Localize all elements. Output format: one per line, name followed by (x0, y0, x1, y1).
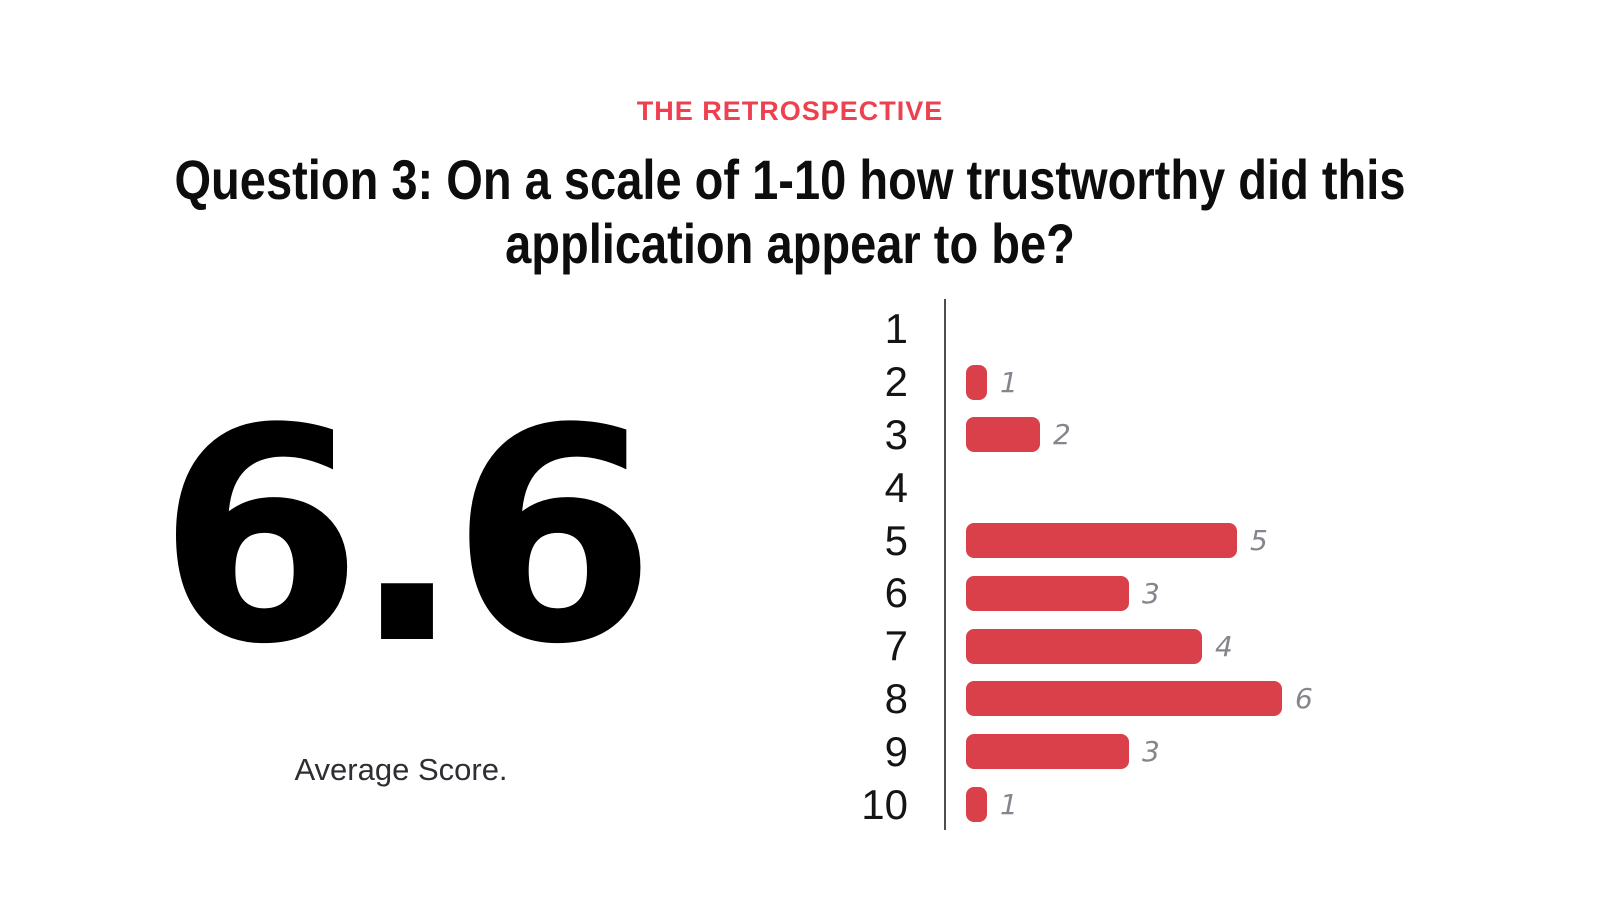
bar-value-label: 1 (1000, 788, 1018, 822)
bar-value-label: 6 (1295, 682, 1313, 716)
bar-value-label: 3 (1142, 735, 1160, 769)
category-label: 5 (884, 516, 908, 564)
bar-value-label: 4 (1215, 629, 1233, 663)
bar (966, 417, 1040, 453)
bar-group: 6 (966, 681, 1313, 717)
bar (966, 681, 1282, 717)
bar-value-label: 2 (1053, 418, 1071, 452)
category-label: 8 (884, 674, 908, 722)
bar-value-label: 5 (1250, 524, 1268, 558)
bar (966, 575, 1129, 611)
category-label: 2 (884, 358, 908, 406)
bar-group: 1 (966, 364, 1018, 400)
bar (966, 787, 987, 823)
category-label: 6 (884, 569, 908, 617)
category-label: 7 (884, 622, 908, 670)
bar (966, 523, 1237, 559)
bar-group: 5 (966, 523, 1268, 559)
category-label: 1 (884, 305, 908, 353)
chart-rows: 1 2 1 3 2 4 5 5 6 3 7 4 8 6 9 3 10 1 (820, 303, 1580, 831)
bar (966, 364, 987, 400)
bar-group: 2 (966, 417, 1071, 453)
bar-value-label: 1 (1000, 365, 1018, 399)
average-score-caption: Average Score. (294, 752, 508, 787)
category-label: 4 (884, 463, 908, 511)
chart-row: 4 (820, 461, 1580, 514)
bar (966, 628, 1202, 664)
chart-axis-line (944, 299, 946, 830)
chart-row: 10 1 (820, 778, 1580, 831)
average-score-value: 6.6 (157, 365, 657, 709)
chart-row: 1 (820, 303, 1580, 356)
bar-group: 3 (966, 575, 1160, 611)
category-label: 9 (884, 727, 908, 775)
bar-group: 4 (966, 628, 1233, 664)
question-title: Question 3: On a scale of 1-10 how trust… (126, 148, 1453, 276)
bar-group: 1 (966, 787, 1018, 823)
bar (966, 734, 1129, 770)
category-label: 10 (861, 780, 908, 828)
question-title-line-1: Question 3: On a scale of 1-10 how trust… (174, 148, 1406, 211)
brand-label: THE RETROSPECTIVE (636, 96, 944, 126)
bar-value-label: 3 (1142, 576, 1160, 610)
category-label: 3 (884, 410, 908, 458)
question-title-line-2: application appear to be? (505, 212, 1075, 275)
bar-group: 3 (966, 734, 1160, 770)
